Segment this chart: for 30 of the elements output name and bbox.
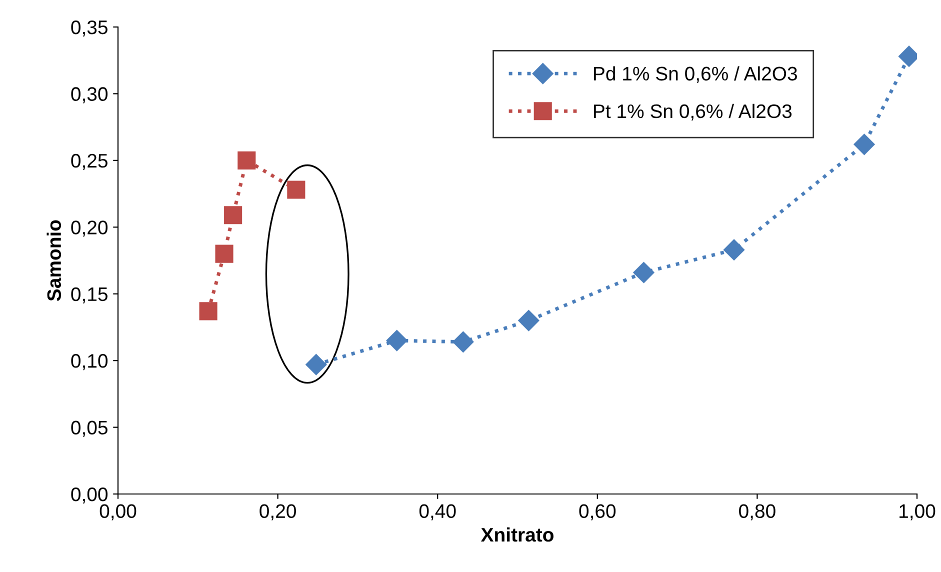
x-tick-label: 0,20 [260, 504, 296, 520]
point [238, 151, 256, 170]
point [306, 354, 327, 376]
point [224, 206, 242, 224]
point [518, 310, 540, 332]
legend-label: Pt 1% Sn 0,6% / Al2O3 [594, 104, 792, 120]
y-tick-label: 0,10 [71, 354, 108, 370]
x-axis-title: Xnitrato [480, 527, 554, 542]
y-axis-title: Samonio [46, 220, 62, 301]
x-tick-label: 1,00 [900, 504, 936, 520]
point [287, 180, 306, 199]
y-tick-label: 0,30 [71, 87, 108, 104]
y-tick-label: 0,25 [71, 154, 108, 170]
x-tick-label: 0,80 [739, 504, 776, 520]
y-tick-label: 0,00 [71, 487, 108, 504]
point [386, 330, 408, 352]
y-tick-label: 0,35 [71, 20, 108, 37]
y-tick-label: 0,20 [71, 220, 108, 237]
y-tick-label: 0,15 [71, 287, 108, 304]
point [452, 331, 474, 352]
point [633, 262, 654, 284]
legend-label: Pd 1% Sn 0,6% / Al2O3 [594, 66, 797, 83]
y-tick-label: 0,05 [71, 420, 108, 437]
x-tick-label: 0,00 [100, 504, 136, 520]
point [724, 239, 745, 260]
point [854, 134, 875, 155]
point [215, 244, 234, 263]
x-tick-label: 0,60 [579, 504, 616, 520]
x-tick-label: 0,40 [419, 504, 456, 520]
point [199, 302, 218, 320]
